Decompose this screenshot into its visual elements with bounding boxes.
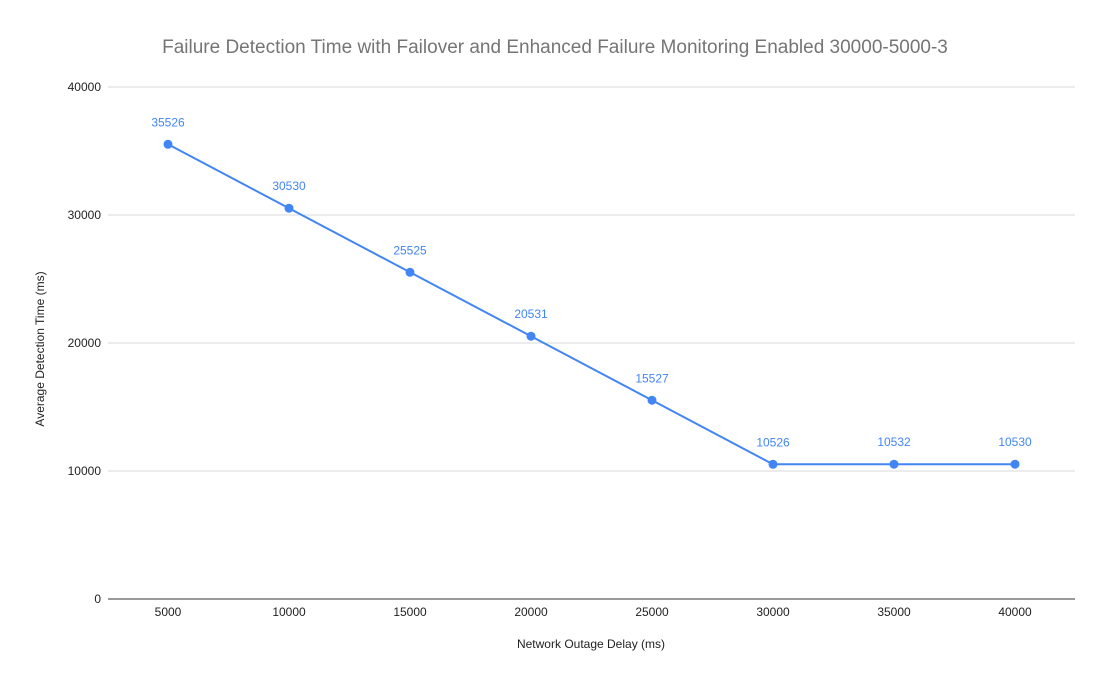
data-label: 10530	[998, 435, 1032, 449]
data-point[interactable]	[284, 203, 294, 213]
data-label: 10532	[877, 435, 911, 449]
data-point[interactable]	[163, 139, 173, 149]
data-point[interactable]	[768, 459, 778, 469]
y-axis-ticks: 0 10000 20000 30000 40000	[68, 80, 102, 606]
series-line	[167, 143, 1016, 466]
data-point[interactable]	[526, 331, 536, 341]
data-point[interactable]	[647, 395, 657, 405]
x-tick-label: 35000	[877, 605, 911, 619]
data-labels: 35526 30530 25525 20531 15527 10526 10532 10530	[151, 115, 1032, 449]
gridlines	[108, 86, 1075, 600]
x-axis-label: Network Outage Delay (ms)	[517, 637, 665, 651]
data-point[interactable]	[1010, 459, 1020, 469]
x-tick-label: 5000	[155, 605, 182, 619]
x-tick-label: 30000	[756, 605, 790, 619]
data-label: 30530	[272, 179, 306, 193]
data-label: 10526	[756, 435, 790, 449]
x-tick-label: 25000	[635, 605, 669, 619]
data-point[interactable]	[889, 459, 899, 469]
x-tick-label: 40000	[998, 605, 1032, 619]
y-tick-label: 40000	[68, 80, 102, 94]
y-axis-label: Average Detection Time (ms)	[33, 271, 47, 426]
y-tick-label: 30000	[68, 208, 102, 222]
data-label: 25525	[393, 243, 427, 257]
x-axis-ticks: 5000 10000 15000 20000 25000 30000 35000 40000	[155, 605, 1032, 619]
y-tick-label: 10000	[68, 464, 102, 478]
x-tick-label: 20000	[514, 605, 548, 619]
y-tick-label: 20000	[68, 336, 102, 350]
chart-title: Failure Detection Time with Failover and…	[162, 37, 948, 58]
data-point[interactable]	[405, 267, 415, 277]
x-tick-label: 10000	[272, 605, 306, 619]
y-tick-label: 0	[94, 592, 101, 606]
data-label: 35526	[151, 115, 185, 129]
data-label: 20531	[514, 307, 548, 321]
data-label: 15527	[635, 371, 669, 385]
series-group	[163, 139, 1020, 469]
x-tick-label: 15000	[393, 605, 427, 619]
